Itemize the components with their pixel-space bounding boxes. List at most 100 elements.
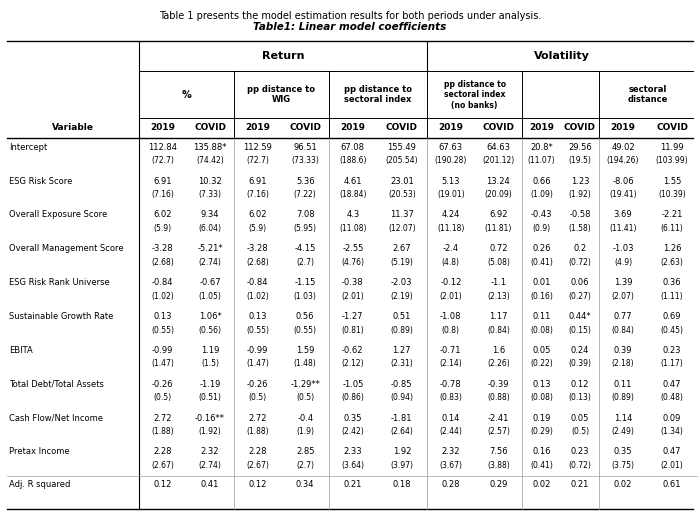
- Text: (0.41): (0.41): [530, 461, 553, 470]
- Text: (1.48): (1.48): [294, 359, 316, 368]
- Text: 0.02: 0.02: [532, 480, 551, 489]
- Text: COVID: COVID: [564, 123, 596, 133]
- Text: -0.99: -0.99: [247, 346, 268, 355]
- Text: (0.55): (0.55): [246, 325, 269, 335]
- Text: (103.99): (103.99): [656, 156, 688, 165]
- Text: (2.19): (2.19): [391, 292, 413, 300]
- Text: 10.32: 10.32: [198, 177, 222, 185]
- Text: -0.84: -0.84: [247, 278, 268, 287]
- Text: 4.61: 4.61: [344, 177, 362, 185]
- Text: (2.26): (2.26): [487, 359, 510, 368]
- Text: 0.24: 0.24: [570, 346, 589, 355]
- Text: 6.92: 6.92: [489, 210, 508, 220]
- Text: 0.16: 0.16: [532, 448, 551, 456]
- Text: 6.91: 6.91: [153, 177, 172, 185]
- Text: 0.41: 0.41: [201, 480, 219, 489]
- Text: -1.19: -1.19: [199, 380, 220, 388]
- Text: -2.55: -2.55: [342, 244, 363, 253]
- Text: (205.54): (205.54): [386, 156, 418, 165]
- Text: 0.21: 0.21: [570, 480, 589, 489]
- Text: (0.5): (0.5): [571, 427, 589, 436]
- Text: -3.28: -3.28: [152, 244, 173, 253]
- Text: 23.01: 23.01: [390, 177, 414, 185]
- Text: (11.41): (11.41): [609, 224, 637, 233]
- Text: 0.29: 0.29: [489, 480, 508, 489]
- Text: 0.56: 0.56: [296, 312, 314, 321]
- Text: (2.67): (2.67): [151, 461, 174, 470]
- Text: COVID: COVID: [482, 123, 514, 133]
- Text: 112.59: 112.59: [243, 143, 272, 152]
- Text: 4.3: 4.3: [346, 210, 359, 220]
- Text: -1.15: -1.15: [295, 278, 316, 287]
- Text: 0.05: 0.05: [570, 413, 589, 423]
- Text: 0.12: 0.12: [570, 380, 589, 388]
- Text: (0.39): (0.39): [568, 359, 592, 368]
- Text: (0.84): (0.84): [487, 325, 510, 335]
- Text: -2.41: -2.41: [488, 413, 509, 423]
- Text: (0.88): (0.88): [487, 393, 510, 402]
- Text: (0.81): (0.81): [342, 325, 364, 335]
- Text: 135.88*: 135.88*: [193, 143, 227, 152]
- Text: -1.29**: -1.29**: [290, 380, 320, 388]
- Text: 2019: 2019: [340, 123, 365, 133]
- Text: 2.32: 2.32: [442, 448, 460, 456]
- Text: (1.47): (1.47): [246, 359, 269, 368]
- Text: (2.18): (2.18): [612, 359, 634, 368]
- Text: (2.68): (2.68): [151, 258, 174, 267]
- Text: (2.01): (2.01): [440, 292, 462, 300]
- Text: -0.71: -0.71: [440, 346, 461, 355]
- Text: Volatility: Volatility: [534, 51, 590, 62]
- Text: (0.5): (0.5): [153, 393, 172, 402]
- Text: (0.45): (0.45): [661, 325, 683, 335]
- Text: pp distance to
sectoral index: pp distance to sectoral index: [344, 85, 412, 105]
- Text: COVID: COVID: [656, 123, 688, 133]
- Text: (1.09): (1.09): [530, 190, 553, 199]
- Text: 0.23: 0.23: [663, 346, 681, 355]
- Text: -1.03: -1.03: [612, 244, 634, 253]
- Text: (2.01): (2.01): [661, 461, 683, 470]
- Text: (19.5): (19.5): [568, 156, 592, 165]
- Text: (1.47): (1.47): [151, 359, 174, 368]
- Text: (20.09): (20.09): [484, 190, 512, 199]
- Text: (4.8): (4.8): [442, 258, 460, 267]
- Text: (0.15): (0.15): [568, 325, 592, 335]
- Text: 0.13: 0.13: [532, 380, 551, 388]
- Text: (12.07): (12.07): [388, 224, 416, 233]
- Text: 67.08: 67.08: [341, 143, 365, 152]
- Text: 0.02: 0.02: [614, 480, 632, 489]
- Text: -8.06: -8.06: [612, 177, 634, 185]
- Text: -4.15: -4.15: [295, 244, 316, 253]
- Text: (5.9): (5.9): [248, 224, 267, 233]
- Text: -2.4: -2.4: [442, 244, 459, 253]
- Text: 0.77: 0.77: [614, 312, 632, 321]
- Text: (2.57): (2.57): [487, 427, 510, 436]
- Text: (0.86): (0.86): [342, 393, 364, 402]
- Text: (1.5): (1.5): [201, 359, 219, 368]
- Text: (194.26): (194.26): [607, 156, 639, 165]
- Text: Return: Return: [262, 51, 304, 62]
- Text: 0.69: 0.69: [663, 312, 681, 321]
- Text: 0.12: 0.12: [248, 480, 267, 489]
- Text: -0.85: -0.85: [391, 380, 412, 388]
- Text: 0.05: 0.05: [532, 346, 551, 355]
- Text: (5.9): (5.9): [153, 224, 172, 233]
- Text: 1.17: 1.17: [489, 312, 508, 321]
- Text: 0.21: 0.21: [344, 480, 362, 489]
- Text: (0.89): (0.89): [612, 393, 634, 402]
- Text: (1.11): (1.11): [661, 292, 683, 300]
- Text: 0.47: 0.47: [663, 380, 681, 388]
- Text: (3.97): (3.97): [391, 461, 413, 470]
- Text: 7.56: 7.56: [489, 448, 508, 456]
- Text: (2.74): (2.74): [199, 258, 221, 267]
- Text: -0.67: -0.67: [199, 278, 220, 287]
- Text: 0.2: 0.2: [573, 244, 587, 253]
- Text: Pretax Income: Pretax Income: [9, 448, 70, 456]
- Text: (0.72): (0.72): [568, 461, 592, 470]
- Text: (0.51): (0.51): [199, 393, 221, 402]
- Text: (3.88): (3.88): [487, 461, 510, 470]
- Text: 0.06: 0.06: [570, 278, 589, 287]
- Text: 0.44*: 0.44*: [568, 312, 592, 321]
- Text: (1.02): (1.02): [246, 292, 269, 300]
- Text: (190.28): (190.28): [435, 156, 467, 165]
- Text: 1.19: 1.19: [201, 346, 219, 355]
